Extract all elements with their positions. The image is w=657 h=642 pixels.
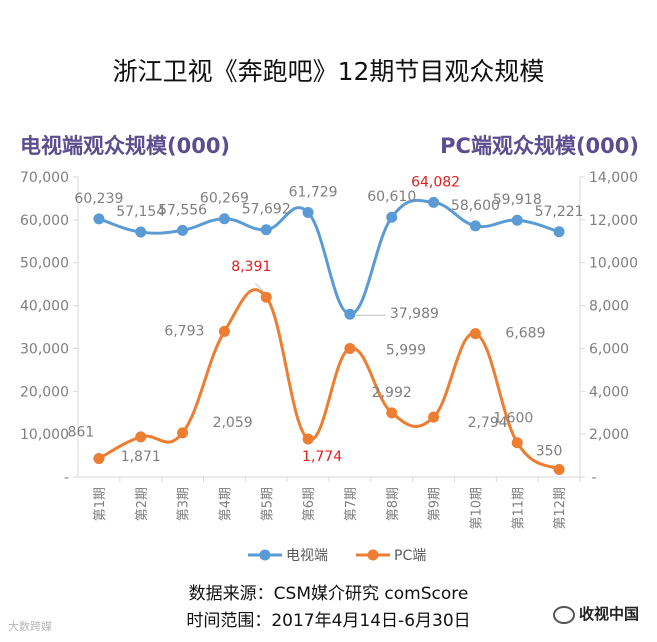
x-tick-label: 第9期 bbox=[428, 487, 443, 521]
pc-data-label: 1,871 bbox=[121, 449, 161, 465]
pc-data-label: 2,059 bbox=[213, 415, 253, 431]
tv-data-point bbox=[135, 226, 147, 238]
y-right-tick-label: 8,000 bbox=[589, 299, 629, 315]
pc-data-label: 1,774 bbox=[302, 449, 342, 465]
tv-data-label: 59,918 bbox=[493, 192, 542, 208]
wechat-icon bbox=[552, 605, 575, 624]
time-range: 时间范围：2017年4月14日-6月30日 bbox=[186, 611, 471, 631]
tv-data-point bbox=[302, 206, 314, 218]
pc-data-point bbox=[469, 328, 481, 340]
y-left-tick-label: 60,000 bbox=[20, 213, 69, 229]
tv-data-label: 57,154 bbox=[116, 204, 165, 220]
tv-data-point bbox=[469, 220, 481, 232]
y-right-tick-label: 6,000 bbox=[589, 341, 629, 357]
pc-data-label: 350 bbox=[536, 444, 563, 460]
pc-data-point bbox=[218, 325, 230, 337]
y-left-tick-label: 20,000 bbox=[20, 384, 69, 400]
legend-label: 电视端 bbox=[286, 548, 328, 564]
tv-data-label: 60,610 bbox=[367, 189, 416, 205]
tv-data-point bbox=[218, 213, 230, 225]
left-axis-title: 电视端观众规模(000) bbox=[20, 134, 231, 158]
pc-data-point bbox=[553, 464, 565, 475]
tv-data-label: 57,556 bbox=[158, 202, 207, 218]
x-tick-label: 第12期 bbox=[553, 487, 568, 530]
legend-swatch-marker bbox=[367, 549, 379, 561]
x-tick-label: 第5期 bbox=[260, 487, 275, 521]
y-right-tick-label: - bbox=[591, 470, 596, 486]
pc-data-point bbox=[386, 407, 398, 419]
y-left-tick-label: 10,000 bbox=[20, 427, 69, 443]
x-tick-label: 第6期 bbox=[302, 487, 317, 521]
pc-data-point bbox=[177, 427, 189, 439]
pc-label-leader-line bbox=[254, 282, 264, 292]
tv-data-label: 61,729 bbox=[289, 184, 338, 200]
y-left-tick-label: 50,000 bbox=[20, 256, 69, 272]
x-tick-label: 第7期 bbox=[344, 487, 359, 521]
watermark-left: 大数跨媒 bbox=[8, 620, 52, 633]
pc-series-line bbox=[98, 288, 560, 471]
legend-swatch-marker bbox=[259, 549, 271, 561]
tv-data-point bbox=[511, 214, 523, 226]
pc-data-point bbox=[135, 431, 147, 443]
tv-data-point bbox=[93, 213, 105, 225]
y-right-tick-label: 4,000 bbox=[589, 384, 629, 400]
y-right-tick-label: 14,000 bbox=[589, 170, 638, 186]
x-tick-label: 第3期 bbox=[177, 487, 192, 521]
pc-data-point bbox=[93, 453, 105, 465]
pc-data-point bbox=[260, 291, 272, 303]
x-tick-label: 第8期 bbox=[386, 487, 401, 521]
x-tick-label: 第11期 bbox=[511, 487, 526, 530]
y-left-tick-label: 30,000 bbox=[20, 341, 69, 357]
x-tick-label: 第10期 bbox=[469, 487, 484, 530]
pc-data-point bbox=[344, 342, 356, 354]
tv-data-label: 60,269 bbox=[200, 191, 249, 207]
pc-data-label: 861 bbox=[68, 425, 95, 441]
pc-data-point bbox=[428, 411, 440, 423]
watermark-right: 收视中国 bbox=[552, 603, 639, 624]
tv-data-point bbox=[177, 224, 189, 236]
line-chart: - 10,000 20,000 30,000 40,000 50,000 60,000 70,… bbox=[20, 170, 638, 564]
watermark-right-text: 收视中国 bbox=[578, 605, 639, 623]
tv-data-label: 58,600 bbox=[451, 198, 500, 214]
x-tick-label: 第1期 bbox=[93, 487, 108, 521]
pc-data-label: 6,689 bbox=[505, 326, 545, 342]
tv-data-point bbox=[386, 211, 398, 223]
pc-data-label: 8,391 bbox=[231, 259, 271, 275]
tv-data-label: 37,989 bbox=[390, 306, 439, 322]
y-right-tick-label: 10,000 bbox=[589, 256, 638, 272]
tv-data-point bbox=[260, 224, 272, 236]
pc-data-label: 2,992 bbox=[372, 385, 412, 401]
tv-data-label: 57,221 bbox=[535, 204, 584, 220]
tv-data-label: 64,082 bbox=[411, 174, 460, 190]
tv-data-label: 57,692 bbox=[242, 202, 291, 218]
pc-data-label: 1,600 bbox=[493, 411, 533, 427]
y-left-tick-label: - bbox=[64, 470, 69, 486]
tv-data-point bbox=[428, 196, 440, 208]
pc-data-label: 6,793 bbox=[164, 323, 204, 339]
y-left-tick-label: 40,000 bbox=[20, 299, 69, 315]
data-source: 数据来源：CSM媒介研究 comScore bbox=[188, 584, 469, 604]
tv-data-label: 60,239 bbox=[74, 191, 123, 207]
y-right-tick-label: 12,000 bbox=[589, 213, 638, 229]
pc-data-label: 2,794 bbox=[468, 415, 508, 431]
x-tick-label: 第2期 bbox=[135, 487, 150, 521]
legend-label: PC端 bbox=[394, 548, 426, 564]
y-right-tick-label: 2,000 bbox=[589, 427, 629, 443]
pc-data-point bbox=[511, 437, 523, 449]
chart-title: 浙江卫视《奔跑吧》12期节目观众规模 bbox=[112, 57, 545, 86]
pc-data-point bbox=[302, 433, 314, 445]
tv-data-point bbox=[344, 308, 356, 320]
x-tick-label: 第4期 bbox=[218, 487, 233, 521]
tv-data-point bbox=[553, 226, 565, 238]
right-axis-title: PC端观众规模(000) bbox=[440, 134, 639, 158]
y-left-tick-label: 70,000 bbox=[20, 170, 69, 186]
pc-data-label: 5,999 bbox=[386, 342, 426, 358]
